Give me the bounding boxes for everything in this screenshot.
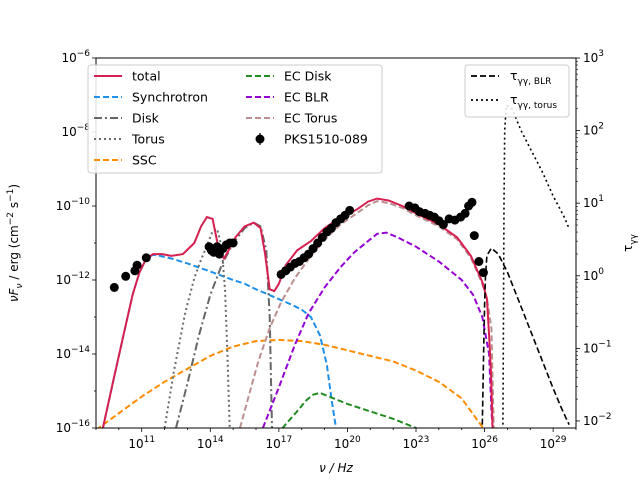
y2-tick-label: 101: [583, 194, 604, 210]
x-tick-label: 1017: [265, 435, 292, 451]
legend-entry-tau-torus: τγγ, torus: [471, 92, 557, 111]
legend-marker: [255, 134, 265, 144]
data-point: [141, 253, 151, 263]
observed-points: [109, 197, 488, 292]
tau-series-torus: [502, 103, 570, 425]
x-tick-label: 1020: [334, 435, 361, 451]
y-tick-label: 10−10: [56, 197, 91, 213]
y-tick-label: 10−12: [56, 271, 90, 287]
legend-entry-pks1510-089: PKS1510-089: [255, 132, 368, 147]
x-axis-label: ν / Hz: [319, 461, 353, 475]
y2-tick-label: 103: [583, 49, 604, 65]
data-point: [460, 208, 470, 218]
series-torus: [163, 227, 231, 428]
legend-entry-torus: Torus: [94, 132, 165, 147]
x-axis-ticks: 1011 1014 1017 1020 1023 1026 1029: [95, 428, 577, 451]
legend-entry-ec-disk: EC Disk: [246, 69, 332, 84]
series-ec-disk: [281, 391, 418, 428]
legend-label: total: [132, 69, 161, 84]
y2-axis-ticks: 10−2 10−1 100 101 102 103: [576, 49, 612, 428]
series-total: [101, 197, 494, 428]
legend-label: Synchrotron: [132, 90, 208, 105]
y-tick-label: 10−14: [56, 345, 91, 361]
y-axis-label: νFν / erg (cm−2 s−1): [6, 184, 25, 302]
legend-entry-ec-blr: EC BLR: [246, 90, 329, 105]
data-point: [228, 238, 238, 248]
legend-main: total Synchrotron Disk Torus SSC EC Disk EC BL…: [87, 64, 383, 174]
legend-label: SSC: [132, 153, 157, 168]
data-point: [467, 197, 477, 207]
series-synchrotron: [101, 253, 337, 428]
data-point: [121, 271, 131, 281]
legend-entry-disk: Disk: [94, 111, 160, 126]
data-point: [132, 260, 142, 270]
axis-labels: ν / Hz νFν / erg (cm−2 s−1) τγγ: [6, 184, 639, 475]
series-ec-blr: [261, 231, 494, 428]
legend-label: EC BLR: [284, 90, 329, 105]
legend-entry-synchrotron: Synchrotron: [94, 90, 208, 105]
x-tick-label: 1014: [197, 435, 224, 451]
series-ssc: [96, 338, 485, 428]
y2-axis-label: τγγ: [621, 233, 639, 252]
legend-label: EC Torus: [284, 111, 337, 126]
legend-label: PKS1510-089: [284, 132, 368, 147]
y2-tick-label: 102: [583, 122, 604, 138]
x-tick-label: 1023: [403, 435, 430, 451]
legend-label: Torus: [131, 132, 165, 147]
x-tick-label: 1029: [540, 435, 567, 451]
legend-tau: τγγ, BLR τγγ, torus: [464, 64, 570, 118]
legend-entry-total: total: [94, 69, 161, 84]
legend-entry-ec-torus: EC Torus: [246, 111, 337, 126]
data-point: [438, 220, 448, 229]
legend-box: [464, 64, 570, 118]
legend-entry-ssc: SSC: [94, 153, 157, 168]
legend-label: τγγ, torus: [510, 92, 557, 111]
plot-curves: [96, 197, 495, 428]
data-point: [469, 231, 479, 241]
y2-tick-label: 10−2: [583, 412, 612, 428]
legend-label: EC Disk: [284, 69, 332, 84]
legend-label: Disk: [132, 111, 160, 126]
y-tick-label: 10−6: [61, 49, 90, 65]
legend-box: [87, 64, 383, 174]
y2-tick-label: 100: [583, 267, 604, 283]
legend-entry-tau-blr: τγγ, BLR: [471, 68, 551, 87]
x-tick-label: 1026: [471, 435, 498, 451]
data-point: [345, 205, 355, 215]
tau-curves: [481, 103, 570, 425]
legend-label: τγγ, BLR: [510, 68, 551, 87]
x-tick-label: 1011: [128, 435, 155, 451]
y-axis-ticks: 10−16 10−14 10−12 10−10 10−8 10−6: [56, 49, 96, 435]
tau-series-blr: [481, 246, 570, 425]
data-point: [109, 282, 119, 292]
y-tick-label: 10−16: [56, 419, 91, 435]
y2-tick-label: 10−1: [583, 339, 612, 355]
data-point: [478, 268, 488, 278]
data-point: [474, 257, 484, 266]
y-tick-label: 10−8: [61, 123, 90, 139]
